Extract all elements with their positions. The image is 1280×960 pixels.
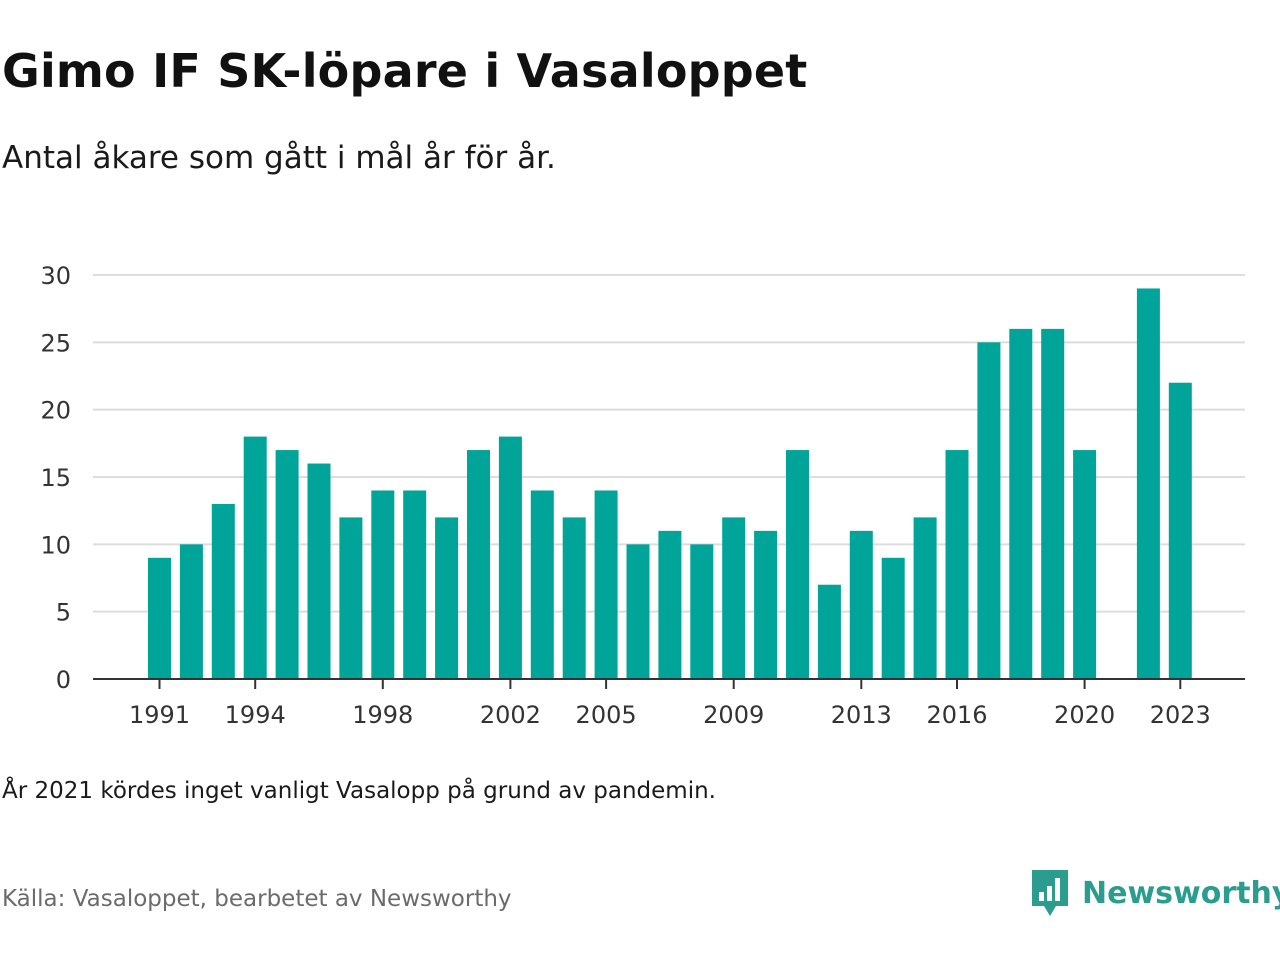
bar-2019 [1041, 328, 1065, 679]
x-tick-label: 2016 [926, 701, 987, 729]
x-tick-label: 2002 [480, 701, 541, 729]
chart-note: År 2021 kördes inget vanligt Vasalopp på… [2, 778, 716, 804]
x-tick-label: 2009 [703, 701, 764, 729]
bar-2023 [1168, 382, 1192, 679]
bar-2004 [562, 517, 586, 679]
bar-2022 [1136, 288, 1160, 679]
bar-1991 [148, 557, 171, 679]
bar-2006 [626, 544, 650, 679]
bar-2010 [754, 530, 778, 679]
bar-2009 [722, 517, 746, 679]
bar-2002 [498, 436, 522, 679]
bar-1993 [211, 503, 235, 679]
source-text: Källa: Vasaloppet, bearbetet av Newswort… [2, 886, 512, 912]
y-tick-label: 20 [40, 397, 71, 425]
y-tick-label: 5 [56, 599, 71, 627]
y-tick-label: 0 [56, 666, 71, 694]
bar-2000 [435, 517, 459, 679]
bar-2011 [786, 450, 809, 679]
y-axis-tick-labels: 0 5 10 15 20 25 30 [40, 262, 71, 694]
bar-1995 [275, 450, 299, 679]
x-tick-label: 2005 [576, 701, 637, 729]
logo-text: Newsworthy [1082, 875, 1280, 911]
bars [148, 288, 1192, 679]
bar-2015 [913, 517, 937, 679]
bar-2016 [945, 450, 969, 679]
y-tick-label: 25 [40, 329, 71, 357]
bar-chart: 0 5 10 15 20 25 30 1991 1994 1998 2002 2005 2009 201… [40, 262, 1245, 729]
bar-2003 [530, 490, 554, 679]
bar-2014 [881, 557, 905, 679]
bar-2018 [1009, 328, 1033, 679]
bar-2017 [977, 342, 1001, 679]
x-axis-ticks: 1991 1994 1998 2002 2005 2009 2013 2016 2020 2023 [129, 679, 1211, 729]
y-tick-label: 30 [40, 262, 71, 290]
chart-title: Gimo IF SK-löpare i Vasaloppet [2, 44, 808, 98]
chart-subtitle: Antal åkare som gått i mål år för år. [2, 140, 556, 176]
bar-1992 [179, 544, 203, 679]
bar-2020 [1073, 450, 1097, 679]
x-tick-label: 1991 [129, 701, 190, 729]
bar-2008 [690, 544, 714, 679]
bar-1996 [307, 463, 331, 679]
newsworthy-logo-icon [1032, 870, 1068, 916]
x-tick-label: 2023 [1150, 701, 1211, 729]
y-tick-label: 10 [40, 531, 71, 559]
bar-1998 [371, 490, 395, 679]
bar-2007 [658, 530, 682, 679]
bar-1994 [243, 436, 267, 679]
bar-2001 [467, 450, 490, 679]
newsworthy-logo: Newsworthy [1030, 868, 1280, 918]
bar-1999 [403, 490, 427, 679]
x-tick-label: 1998 [352, 701, 413, 729]
x-tick-label: 2020 [1054, 701, 1115, 729]
x-tick-label: 2013 [831, 701, 892, 729]
bar-2005 [594, 490, 618, 679]
y-tick-label: 15 [40, 464, 71, 492]
x-tick-label: 1994 [225, 701, 286, 729]
bar-2013 [849, 530, 873, 679]
bar-1997 [339, 517, 363, 679]
bar-2012 [817, 584, 841, 679]
